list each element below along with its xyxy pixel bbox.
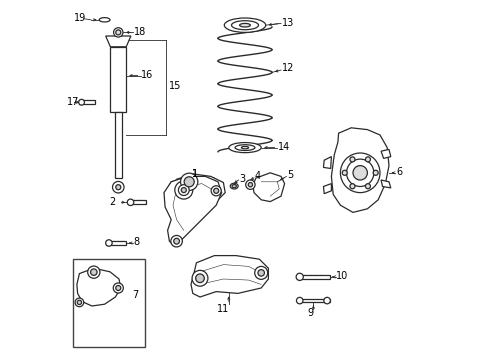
Circle shape (245, 180, 255, 189)
Text: 4: 4 (255, 171, 261, 181)
Circle shape (127, 199, 134, 206)
Text: 1: 1 (192, 169, 198, 179)
Ellipse shape (99, 18, 110, 22)
Circle shape (114, 28, 123, 37)
Ellipse shape (242, 147, 248, 149)
Text: 19: 19 (74, 13, 86, 23)
Text: 8: 8 (133, 237, 140, 247)
Circle shape (174, 238, 179, 244)
Circle shape (346, 159, 374, 186)
Polygon shape (128, 200, 146, 204)
Circle shape (324, 297, 330, 304)
Polygon shape (323, 184, 331, 194)
Circle shape (192, 270, 208, 286)
Circle shape (258, 270, 265, 276)
Text: 6: 6 (396, 167, 402, 177)
Polygon shape (77, 268, 121, 306)
Circle shape (196, 274, 204, 283)
Circle shape (366, 184, 370, 189)
Circle shape (181, 188, 186, 193)
Text: 12: 12 (282, 63, 294, 73)
Ellipse shape (230, 183, 238, 189)
Circle shape (171, 235, 182, 247)
Bar (73, 259, 145, 347)
Text: 16: 16 (141, 70, 153, 80)
Circle shape (248, 183, 252, 187)
Circle shape (255, 266, 268, 279)
Text: 17: 17 (67, 96, 79, 107)
Polygon shape (331, 128, 389, 212)
Circle shape (175, 181, 193, 199)
Circle shape (342, 170, 347, 175)
Circle shape (214, 188, 219, 193)
Circle shape (350, 184, 355, 189)
Polygon shape (297, 275, 330, 279)
Circle shape (113, 181, 124, 193)
Circle shape (116, 30, 121, 35)
Ellipse shape (240, 23, 250, 27)
Circle shape (180, 173, 198, 190)
Circle shape (75, 298, 84, 307)
Polygon shape (106, 241, 126, 245)
Circle shape (350, 157, 355, 162)
Text: 1: 1 (192, 169, 198, 179)
Text: 9: 9 (308, 308, 314, 318)
Circle shape (113, 283, 123, 293)
Text: 11: 11 (217, 304, 229, 314)
Text: 7: 7 (133, 290, 139, 300)
Ellipse shape (231, 21, 259, 30)
Polygon shape (115, 112, 122, 178)
Circle shape (296, 297, 303, 304)
Polygon shape (106, 36, 131, 47)
Polygon shape (171, 174, 225, 207)
Circle shape (91, 269, 97, 275)
Polygon shape (381, 149, 391, 158)
Text: 2: 2 (109, 197, 116, 207)
Circle shape (211, 186, 221, 196)
Text: 5: 5 (287, 170, 294, 180)
Polygon shape (79, 100, 95, 104)
Text: 18: 18 (134, 27, 147, 37)
Circle shape (116, 285, 121, 291)
Ellipse shape (229, 143, 261, 153)
Circle shape (77, 300, 81, 305)
Polygon shape (110, 47, 126, 112)
Circle shape (296, 273, 303, 280)
Circle shape (116, 185, 121, 190)
Circle shape (184, 177, 194, 187)
Circle shape (79, 99, 84, 105)
Ellipse shape (235, 145, 255, 150)
Circle shape (366, 157, 370, 162)
Text: 10: 10 (337, 271, 349, 281)
Polygon shape (297, 299, 330, 302)
Polygon shape (164, 176, 221, 247)
Circle shape (341, 153, 380, 193)
Circle shape (178, 185, 189, 195)
Circle shape (353, 166, 368, 180)
Circle shape (373, 170, 378, 175)
Circle shape (88, 266, 100, 278)
Text: 15: 15 (169, 81, 181, 91)
Ellipse shape (224, 18, 266, 32)
Polygon shape (253, 173, 285, 202)
Text: 3: 3 (239, 174, 245, 184)
Polygon shape (323, 157, 331, 168)
Text: 14: 14 (278, 142, 291, 152)
Circle shape (106, 240, 112, 246)
Text: 13: 13 (282, 18, 294, 28)
Polygon shape (381, 180, 391, 188)
Polygon shape (191, 256, 269, 297)
Polygon shape (166, 176, 220, 209)
Ellipse shape (232, 185, 236, 188)
